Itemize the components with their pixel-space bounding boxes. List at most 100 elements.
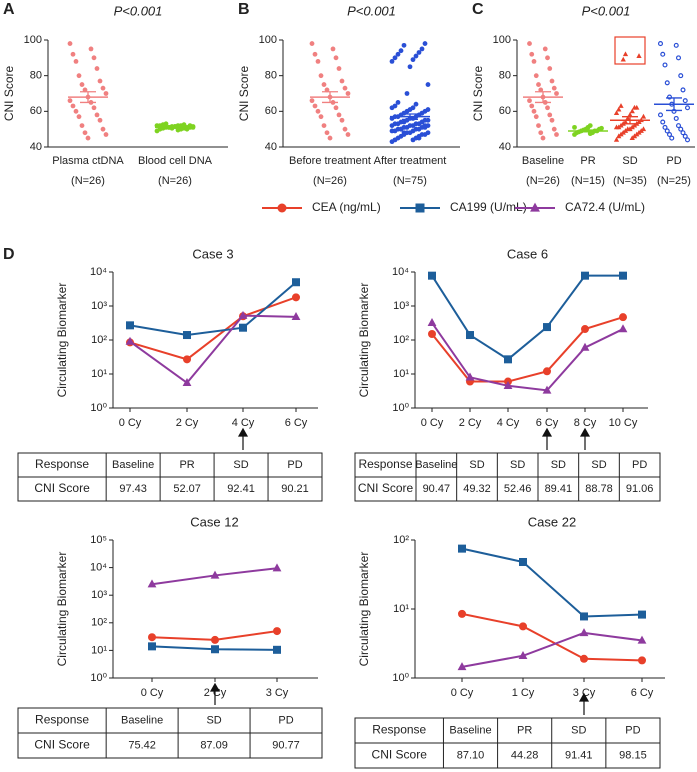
table-cell: SD	[510, 459, 525, 471]
dot	[613, 136, 620, 142]
dot	[318, 114, 324, 120]
table-cell: PR	[179, 459, 194, 471]
dot	[618, 103, 624, 108]
dot	[536, 123, 541, 128]
dot	[622, 119, 629, 124]
error-bar	[167, 125, 183, 129]
y-tick-label: 60	[265, 105, 277, 117]
point	[543, 323, 551, 332]
dot	[636, 53, 642, 58]
error-bar	[322, 91, 338, 104]
dot	[425, 82, 431, 87]
dot	[622, 51, 629, 57]
arrow	[578, 692, 590, 715]
table-cell: 92.41	[227, 483, 255, 495]
x-tick-label: 6 Cy	[536, 417, 559, 429]
legend-marker	[277, 203, 287, 213]
point	[637, 635, 647, 644]
y-axis-label: Circulating Biomarker	[55, 552, 69, 667]
error-bar	[402, 113, 418, 121]
dot	[547, 66, 553, 71]
dot	[309, 41, 315, 46]
point	[272, 563, 282, 572]
x-sublabel: (N=75)	[393, 175, 427, 187]
table-cell: 44.28	[511, 749, 539, 761]
panel-letter: C	[472, 1, 484, 18]
y-axis-label: Circulating Biomarker	[55, 283, 69, 398]
y-tick-label: 10³	[91, 300, 107, 312]
y-tick-label: 40	[265, 141, 277, 153]
x-tick-label: 3 Cy	[573, 687, 596, 699]
dot	[616, 106, 622, 112]
dot	[682, 133, 688, 139]
x-tick-label: PD	[666, 155, 681, 167]
dot	[94, 66, 100, 71]
dot	[70, 103, 76, 109]
y-tick-label: 40	[499, 141, 511, 153]
point	[239, 323, 247, 332]
table-cell: 52.46	[504, 483, 532, 495]
y-tick-label: 10³	[91, 589, 107, 601]
y-tick-label: 10⁰	[392, 672, 409, 684]
table-cell: 89.41	[545, 483, 573, 495]
dot	[531, 108, 537, 114]
point	[125, 336, 135, 345]
dot	[529, 103, 535, 109]
series-line	[461, 612, 643, 662]
dot	[551, 85, 557, 91]
dot	[315, 108, 321, 114]
dot	[587, 123, 593, 128]
x-tick-label: 0 Cy	[141, 687, 164, 699]
dot	[675, 123, 682, 129]
dot	[401, 42, 407, 48]
error-bar	[80, 91, 96, 104]
dot	[407, 64, 413, 70]
y-tick-label: 100	[259, 34, 277, 46]
table-cell: Response	[358, 457, 412, 471]
table-cell: PD	[278, 714, 293, 726]
y-tick-label: 80	[265, 70, 277, 82]
dot	[67, 41, 73, 46]
y-tick-label: 10⁴	[392, 266, 409, 278]
dot	[73, 108, 79, 114]
table-cell: 90.77	[272, 739, 300, 751]
point	[211, 635, 219, 644]
dot	[321, 123, 327, 128]
dot	[640, 113, 647, 119]
point	[148, 642, 156, 651]
series-line	[461, 547, 643, 618]
y-tick-label: 10⁰	[90, 402, 107, 414]
table-cell: PD	[625, 724, 640, 736]
y-tick-label: 10¹	[393, 603, 409, 615]
point	[210, 570, 220, 579]
point	[619, 313, 627, 322]
dot	[684, 137, 691, 143]
chart-title: Case 12	[190, 514, 238, 529]
dot	[327, 135, 333, 141]
dot	[678, 126, 684, 132]
table-cell: PD	[287, 459, 302, 471]
point	[273, 627, 281, 636]
point	[638, 610, 646, 619]
arrow	[209, 682, 221, 705]
dot	[324, 130, 330, 136]
dot	[527, 41, 532, 46]
panel-letter: D	[3, 246, 15, 263]
dot	[425, 107, 431, 112]
dot	[531, 59, 537, 64]
point	[428, 330, 436, 339]
series-line	[129, 281, 297, 337]
error-bar	[580, 129, 596, 133]
x-sublabel: (N=26)	[158, 175, 192, 187]
dot	[91, 105, 97, 111]
table-cell: Response	[372, 723, 426, 737]
point	[504, 355, 512, 364]
table-cell: PD	[632, 459, 647, 471]
dot	[398, 126, 404, 132]
dot	[660, 51, 666, 57]
dot	[88, 46, 94, 52]
x-sublabel: (N=15)	[571, 175, 605, 187]
legend-label: CA199 (U/mL)	[450, 200, 527, 214]
y-tick-label: 10³	[393, 300, 409, 312]
